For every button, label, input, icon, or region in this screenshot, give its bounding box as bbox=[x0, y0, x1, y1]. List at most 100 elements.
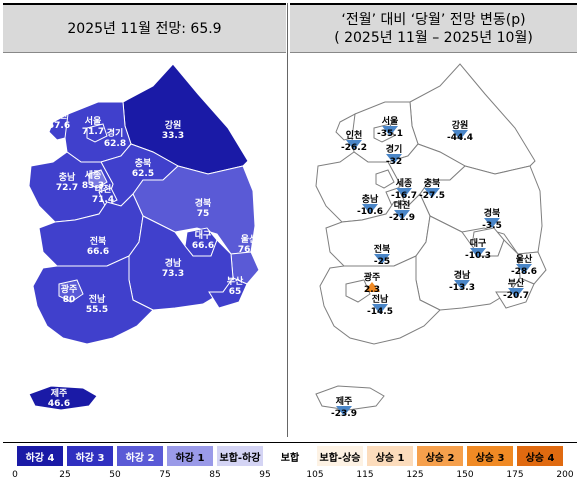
change-name-chungbuk: 충북 bbox=[424, 177, 441, 189]
map-region-sejong[interactable] bbox=[88, 169, 108, 189]
change-value-chungnam: -10.6 bbox=[357, 207, 383, 217]
legend-item-0: 하강 4 bbox=[17, 446, 63, 466]
change-marker-jeonnam bbox=[372, 304, 388, 314]
change-value-jeonnam: -14.5 bbox=[367, 307, 393, 317]
change-marker-gyeonggi bbox=[386, 154, 402, 164]
change-marker-sejong bbox=[396, 188, 412, 198]
map-outline-gwangju[interactable] bbox=[345, 279, 371, 303]
change-name-gyeongnam: 경남 bbox=[454, 269, 471, 281]
change-marker-gangwon bbox=[452, 130, 468, 140]
change-name-seoul: 서울 bbox=[382, 115, 399, 127]
region-value-chungnam: 72.7 bbox=[56, 183, 78, 193]
change-value-daejeon: -21.9 bbox=[389, 213, 415, 223]
change-name-jeonnam: 전남 bbox=[372, 293, 389, 305]
region-name-jeonbuk: 전북 bbox=[90, 235, 107, 247]
region-name-gyeongbuk: 경북 bbox=[195, 197, 212, 209]
legend-tick-8: 125 bbox=[406, 470, 424, 480]
legend-item-3: 하강 1 bbox=[167, 446, 213, 466]
region-value-gangwon: 33.3 bbox=[162, 131, 184, 141]
map-region-jeonnam[interactable] bbox=[32, 255, 154, 345]
change-marker-jeju bbox=[336, 406, 352, 416]
panel-divider bbox=[287, 3, 288, 437]
legend-tick-3: 75 bbox=[159, 470, 171, 480]
legend-item-4: 보합-하강 bbox=[217, 446, 263, 466]
change-name-busan: 부산 bbox=[508, 277, 525, 289]
legend-item-1: 하강 3 bbox=[67, 446, 113, 466]
map-outline-incheon[interactable] bbox=[335, 113, 356, 141]
legend-item-2: 하강 2 bbox=[117, 446, 163, 466]
map-region-jeju[interactable] bbox=[28, 385, 98, 411]
map-outline-jeonnam[interactable] bbox=[319, 255, 441, 345]
legend-item-7: 상승 1 bbox=[367, 446, 413, 466]
change-name-jeonbuk: 전북 bbox=[374, 243, 391, 255]
change-name-incheon: 인천 bbox=[346, 130, 363, 141]
region-name-incheon: 인천 bbox=[51, 110, 68, 121]
change-marker-gyeongnam bbox=[454, 280, 470, 290]
change-name-gyeonggi: 경기 bbox=[386, 143, 403, 155]
change-value-busan: -20.7 bbox=[503, 291, 529, 301]
region-name-chungbuk: 충북 bbox=[135, 157, 152, 169]
region-name-busan: 부산 bbox=[227, 275, 244, 287]
map-region-busan[interactable] bbox=[208, 277, 248, 309]
change-value-gangwon: -44.4 bbox=[447, 133, 473, 143]
region-value-incheon: 57.6 bbox=[48, 121, 70, 131]
region-name-jeonnam: 전남 bbox=[89, 293, 106, 305]
change-value-gyeonggi: -32 bbox=[386, 157, 402, 167]
region-name-gyeongnam: 경남 bbox=[165, 257, 182, 269]
legend-item-6: 보합-상승 bbox=[317, 446, 363, 466]
change-name-sejong: 세종 bbox=[396, 177, 413, 189]
map-outline-jeju[interactable] bbox=[315, 385, 385, 411]
change-marker-jeonbuk bbox=[374, 254, 390, 264]
map-outline-daejeon[interactable] bbox=[385, 187, 405, 207]
right-title-line2: ( 2025년 11월 – 2025년 10월) bbox=[334, 29, 533, 46]
region-value-ulsan: 76.9 bbox=[238, 245, 260, 255]
region-name-gyeonggi: 경기 bbox=[107, 127, 124, 139]
change-marker-chungnam bbox=[362, 204, 378, 214]
right-panel-title: ‘전월’ 대비 ‘당월’ 전망 변동(p) ( 2025년 11월 – 2025… bbox=[290, 3, 577, 53]
map-region-incheon[interactable] bbox=[48, 113, 69, 141]
change-marker-incheon bbox=[346, 140, 362, 150]
legend-tick-2: 50 bbox=[109, 470, 121, 480]
change-value-daegu: -10.3 bbox=[465, 251, 491, 261]
change-marker-chungbuk bbox=[424, 188, 440, 198]
region-name-daejeon: 대전 bbox=[95, 183, 112, 195]
change-name-jeju: 제주 bbox=[336, 395, 353, 407]
region-value-jeju: 46.6 bbox=[48, 399, 70, 409]
region-name-jeju: 제주 bbox=[51, 387, 68, 399]
legend-tick-5: 95 bbox=[259, 470, 271, 480]
legend-item-8: 상승 2 bbox=[417, 446, 463, 466]
change-marker-ulsan bbox=[516, 264, 532, 274]
region-value-jeonnam: 55.5 bbox=[86, 305, 108, 315]
legend-tick-4: 85 bbox=[209, 470, 221, 480]
map-region-daejeon[interactable] bbox=[98, 187, 118, 207]
change-name-ulsan: 울산 bbox=[516, 253, 533, 265]
map-region-gwangju[interactable] bbox=[58, 279, 84, 303]
region-value-jeonbuk: 66.6 bbox=[87, 247, 109, 257]
region-value-busan: 65 bbox=[229, 287, 242, 297]
region-value-chungbuk: 62.5 bbox=[132, 169, 154, 179]
legend-item-10: 상승 4 bbox=[517, 446, 563, 466]
change-name-gwangju: 광주 bbox=[364, 271, 381, 283]
change-marker-seoul bbox=[382, 126, 398, 136]
legend-tick-0: 0 bbox=[12, 470, 18, 480]
right-map-marks: 서울 -35.1 인천 -26.2 경기 -32 강원 -44.4 세종 -16.7 충북 -27.5… bbox=[331, 115, 537, 419]
legend: 하강 4 하강 3 하강 2 하강 1 보합-하강 보합 보합-상승 상승 1 상승 2 상승 3… bbox=[3, 442, 577, 491]
map-outline-sejong[interactable] bbox=[375, 169, 395, 189]
legend-item-5: 보합 bbox=[267, 446, 313, 466]
change-marker-daegu bbox=[470, 248, 486, 258]
map-region-seoul[interactable] bbox=[86, 123, 108, 143]
region-name-sejong: 세종 bbox=[85, 169, 102, 181]
change-name-daejeon: 대전 bbox=[394, 199, 411, 211]
change-marker-busan bbox=[508, 288, 524, 298]
change-value-chungbuk: -27.5 bbox=[419, 191, 445, 201]
change-name-daegu: 대구 bbox=[470, 237, 487, 249]
region-name-gwangju: 광주 bbox=[61, 283, 78, 295]
legend-tick-9: 150 bbox=[456, 470, 474, 480]
change-name-gangwon: 강원 bbox=[452, 119, 469, 131]
change-value-gyeongnam: -13.3 bbox=[449, 283, 475, 293]
legend-tick-7: 115 bbox=[356, 470, 374, 480]
region-name-seoul: 서울 bbox=[85, 115, 102, 127]
change-name-gyeongbuk: 경북 bbox=[484, 207, 501, 219]
region-value-daegu: 66.6 bbox=[192, 241, 214, 251]
